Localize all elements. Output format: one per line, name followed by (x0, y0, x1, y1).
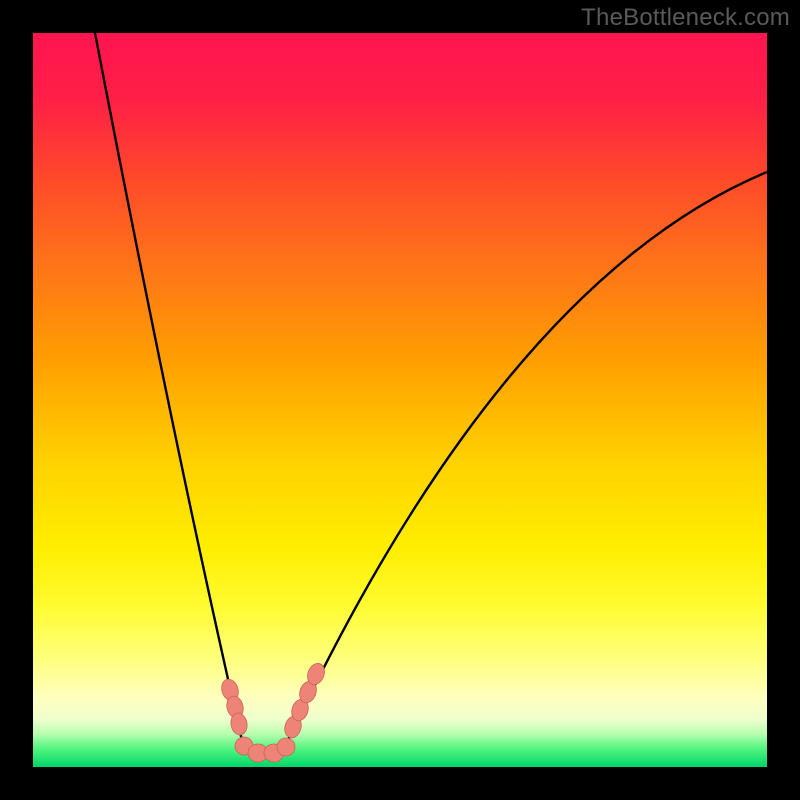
gradient-background (33, 33, 767, 767)
bottleneck-chart (0, 0, 800, 800)
chart-stage: TheBottleneck.com (0, 0, 800, 800)
bead-marker (277, 738, 295, 756)
watermark-text: TheBottleneck.com (581, 4, 790, 32)
